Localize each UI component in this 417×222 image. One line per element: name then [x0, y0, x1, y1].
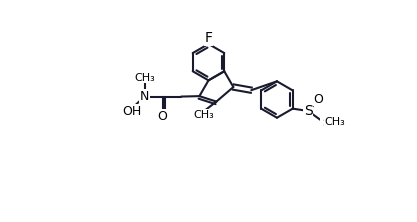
Text: N: N: [140, 90, 149, 103]
Text: CH₃: CH₃: [324, 117, 345, 127]
Text: F: F: [204, 31, 213, 46]
Text: CH₃: CH₃: [134, 73, 155, 83]
Text: S: S: [304, 104, 313, 118]
Text: S: S: [322, 118, 329, 128]
Text: O: O: [157, 110, 167, 123]
Text: O: O: [313, 93, 323, 105]
Text: OH: OH: [122, 105, 141, 117]
Text: CH₃: CH₃: [193, 110, 214, 120]
